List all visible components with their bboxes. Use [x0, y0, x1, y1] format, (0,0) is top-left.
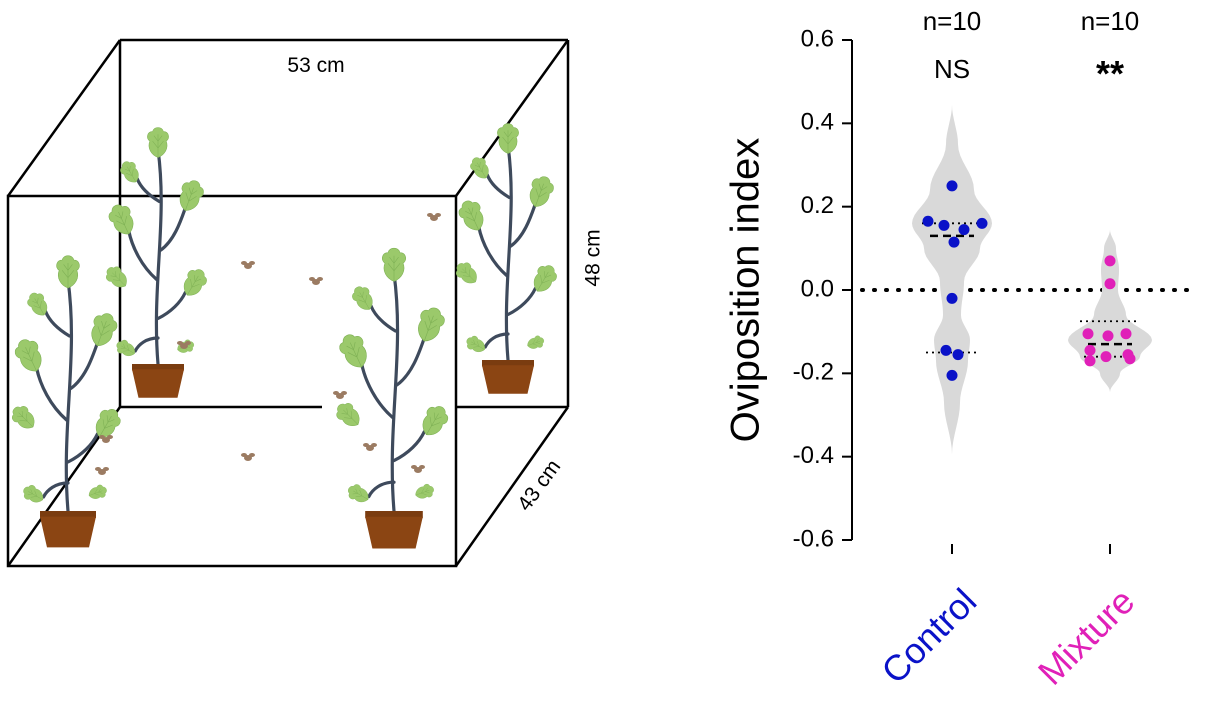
width-label: 53 cm: [287, 54, 344, 77]
data-point: [948, 236, 960, 248]
cage-diagram: 53 cm 48 cm 43 cm: [6, 38, 605, 568]
plant-pot: [132, 364, 184, 398]
leaf: [147, 127, 169, 158]
leaf: [463, 333, 489, 356]
plant-pot: [40, 511, 96, 548]
insect: [363, 443, 377, 451]
violins: [912, 104, 1152, 554]
data-point: [1104, 255, 1116, 267]
depth-label: 43 cm: [513, 456, 565, 516]
y-tick-label: -0.6: [793, 525, 834, 552]
leaf: [86, 482, 109, 502]
insect: [427, 213, 441, 221]
plant: [452, 123, 561, 394]
data-point: [1104, 278, 1116, 290]
y-tick-label: -0.2: [793, 359, 834, 386]
leaf: [56, 255, 80, 289]
data-point: [946, 369, 958, 381]
bottom-right-depth-edge: [454, 406, 570, 567]
leaf: [113, 337, 139, 360]
leaf: [105, 200, 140, 239]
y-tick-label: -0.4: [793, 442, 834, 469]
leaf: [332, 398, 365, 432]
significance-label: **: [1096, 53, 1124, 94]
data-point: [1120, 328, 1132, 340]
violin-chart: Oviposition index 0.6 0.4 0.2 0.0 -0.2 -0.4 -0…: [724, 6, 1192, 693]
data-point: [1084, 344, 1096, 356]
data-point: [1124, 353, 1136, 365]
plant-stem: [360, 271, 426, 513]
leaf: [524, 172, 557, 211]
data-point: [946, 292, 958, 304]
top-left-depth-edge: [6, 39, 122, 197]
data-point: [1082, 328, 1094, 340]
y-tick-label: 0.0: [801, 275, 834, 302]
data-point: [938, 219, 950, 231]
y-tick-label: 0.6: [801, 25, 834, 52]
data-point: [940, 344, 952, 356]
significance-label: NS: [934, 54, 970, 84]
insect: [309, 277, 323, 285]
plants: [7, 123, 561, 549]
plant-stem: [127, 147, 187, 366]
y-axis: 0.6 0.4 0.2 0.0 -0.2 -0.4 -0.6: [793, 25, 1192, 552]
leaf: [7, 401, 40, 434]
leaf: [344, 481, 373, 507]
plant-pot: [365, 511, 423, 549]
data-point: [958, 224, 970, 236]
leaf: [497, 123, 519, 154]
plant-stem: [34, 278, 99, 513]
plant: [7, 255, 125, 548]
insect: [241, 261, 255, 269]
plant-pot: [482, 360, 534, 394]
leaf: [525, 333, 546, 352]
data-points: [922, 180, 1136, 381]
y-axis-label: Oviposition index: [724, 138, 768, 443]
leaf: [85, 309, 121, 351]
leaf: [11, 334, 48, 377]
insect: [411, 465, 425, 473]
violin-mixture: [1068, 229, 1152, 393]
n-label: n=10: [1081, 6, 1140, 36]
cage-frame: [6, 38, 570, 568]
data-point: [1084, 355, 1096, 367]
violin-control: [912, 104, 992, 455]
plant: [102, 127, 211, 398]
leaf: [412, 303, 449, 346]
leaf: [413, 482, 436, 502]
data-point: [976, 217, 988, 229]
category-label: Control: [873, 580, 984, 691]
plant-stem: [477, 143, 537, 362]
y-tick-label: 0.4: [801, 109, 834, 136]
data-point: [1102, 330, 1114, 342]
insect: [333, 391, 347, 399]
category-label: Mixture: [1030, 580, 1142, 692]
leaf: [335, 329, 374, 373]
data-point: [1100, 351, 1112, 363]
n-label: n=10: [923, 6, 982, 36]
insect: [241, 453, 255, 461]
data-point: [946, 180, 958, 192]
leaf: [455, 196, 490, 235]
leaf: [20, 482, 47, 507]
data-point: [922, 215, 934, 227]
insect: [95, 467, 109, 475]
data-point: [952, 349, 964, 361]
height-label: 48 cm: [582, 229, 605, 286]
front-face: [6, 194, 458, 568]
y-tick-label: 0.2: [801, 192, 834, 219]
leaf: [102, 262, 132, 293]
plant: [332, 247, 453, 549]
leaf: [381, 247, 407, 282]
